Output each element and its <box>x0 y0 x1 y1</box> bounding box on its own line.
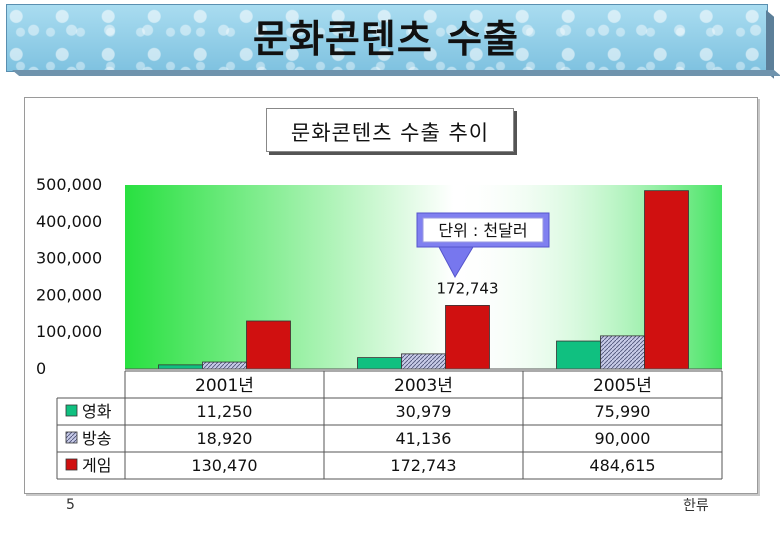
bar <box>202 361 247 370</box>
title-banner <box>6 4 768 72</box>
chart-title-box: 문화콘텐츠 수출 추이 <box>266 108 514 152</box>
legend-label: 게임 <box>82 456 111 475</box>
data-table-value: 484,615 <box>589 456 655 475</box>
callout-text: 단위 : 천달러 <box>438 221 527 240</box>
page-number: 5 <box>66 497 75 513</box>
callout-inner <box>422 217 544 243</box>
legend-swatch <box>65 431 78 444</box>
data-table-value: 172,743 <box>390 456 456 475</box>
y-tick-label: 100,000 <box>36 322 102 341</box>
data-table-value: 90,000 <box>595 429 651 448</box>
y-tick-label: 200,000 <box>36 285 102 304</box>
x-tick-label: 2005년 <box>593 376 652 396</box>
bar <box>644 190 689 370</box>
chart-title: 문화콘텐츠 수출 추이 <box>290 121 490 145</box>
bar <box>158 364 203 370</box>
legend-swatch <box>65 404 78 417</box>
y-tick-label: 0 <box>36 359 46 378</box>
bar <box>357 357 402 370</box>
x-tick-label: 2001년 <box>195 376 254 396</box>
y-tick-label: 400,000 <box>36 212 102 231</box>
y-tick-label: 500,000 <box>36 175 102 194</box>
bar <box>445 305 490 370</box>
legend-label: 방송 <box>82 429 111 448</box>
bar <box>246 320 291 370</box>
bar <box>401 353 446 370</box>
legend-label: 영화 <box>82 402 112 421</box>
y-tick-label: 300,000 <box>36 249 102 268</box>
x-tick-label: 2003년 <box>394 376 453 396</box>
data-table-value: 75,990 <box>595 402 651 421</box>
bar-annotation-value: 172,743 <box>436 279 498 297</box>
data-table-value: 18,920 <box>197 429 253 448</box>
bar <box>600 335 645 370</box>
footer-label: 한류 <box>683 498 709 514</box>
data-table-value: 11,250 <box>197 402 253 421</box>
legend-swatch <box>65 458 78 471</box>
data-table-value: 30,979 <box>396 402 452 421</box>
data-table-value: 41,136 <box>396 429 452 448</box>
data-table-value: 130,470 <box>191 456 257 475</box>
slide-title: 문화콘텐츠 수출 <box>253 16 519 61</box>
bar <box>556 340 601 370</box>
